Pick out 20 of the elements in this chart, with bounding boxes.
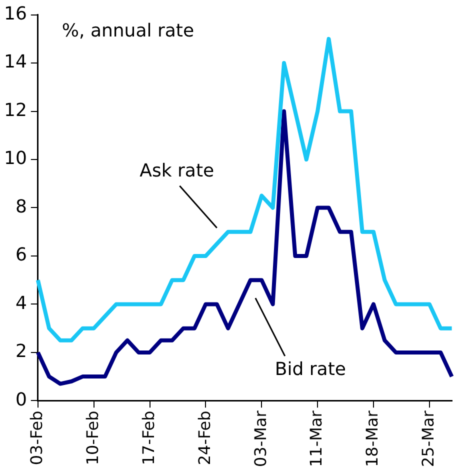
y-tick-label: 12 [4,100,27,121]
y-tick-label: 6 [15,244,27,266]
series-label: Bid rate [274,358,346,380]
y-axis-title: %, annual rate [62,20,194,42]
y-tick-label: 10 [4,148,27,170]
x-tick-label: 10-Feb [82,410,102,466]
x-tick-label: 11-Mar [306,410,326,468]
x-tick-label: 25-Mar [418,410,438,468]
x-tick-label: 03-Feb [27,410,46,466]
y-tick-label: 16 [4,3,27,24]
x-tick-label: 24-Feb [194,410,214,466]
y-tick-label: 4 [15,292,27,314]
y-tick-label: 8 [15,196,27,218]
y-tick-label: 0 [15,389,27,410]
y-tick-label: 14 [4,52,27,73]
y-tick-label: 2 [15,341,27,362]
x-tick-label: 03-Mar [250,410,270,468]
x-tick-label: 17-Feb [138,410,158,466]
text: Ask rate [140,160,214,182]
x-tick-label: 18-Mar [362,410,382,468]
